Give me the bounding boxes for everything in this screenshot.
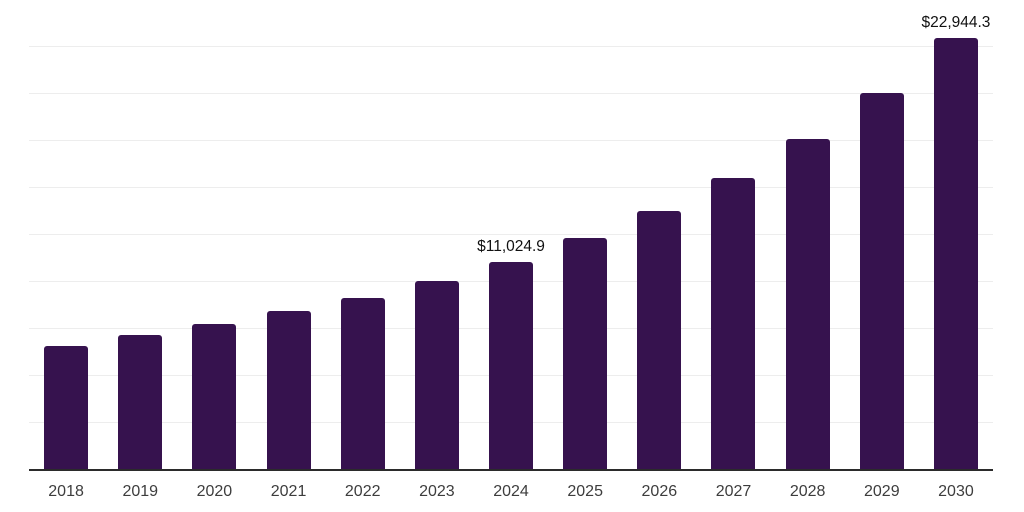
x-tick-2021: 2021 <box>270 483 307 500</box>
data-label-2024: $11,024.9 <box>477 238 545 256</box>
bar-2027 <box>711 177 756 469</box>
bar-2020 <box>192 324 237 469</box>
bar-2029 <box>859 93 904 469</box>
bar-slot-2029 <box>845 1 919 469</box>
bar-slot-2026 <box>622 1 696 469</box>
bar-slot-2018 <box>29 1 103 469</box>
x-tick-2023: 2023 <box>419 483 455 500</box>
x-tick-2025: 2025 <box>567 483 603 500</box>
bar-slot-2019 <box>103 1 177 469</box>
x-tick-2029: 2029 <box>864 483 900 500</box>
bar-slot-2025 <box>548 1 622 469</box>
x-tick-2028: 2028 <box>789 483 826 500</box>
bar-2022 <box>340 297 385 469</box>
plot-area: $11,024.9 $22,944.3 <box>29 1 993 471</box>
bar-slot-2028 <box>771 1 845 469</box>
bar-slot-2027 <box>696 1 770 469</box>
x-tick-2018: 2018 <box>48 483 84 500</box>
bar-2026 <box>637 211 682 469</box>
bar-2025 <box>563 237 608 469</box>
bar-2021 <box>266 311 311 469</box>
bars-layer: $11,024.9 $22,944.3 <box>29 1 993 469</box>
bar-slot-2030: $22,944.3 <box>919 1 993 469</box>
bar-2024 <box>489 261 534 469</box>
bar-2030 <box>933 37 978 469</box>
bar-2028 <box>785 139 830 469</box>
bar-2019 <box>118 335 163 469</box>
x-tick-2026: 2026 <box>641 483 678 500</box>
bar-slot-2021 <box>251 1 325 469</box>
x-tick-2022: 2022 <box>344 483 381 500</box>
x-axis: 2018 2019 2020 2021 2022 2023 2024 2025 2026 2027… <box>29 484 993 500</box>
bar-slot-2022 <box>326 1 400 469</box>
bar-slot-2020 <box>177 1 251 469</box>
bar-slot-2024: $11,024.9 <box>474 1 548 469</box>
bar-2023 <box>414 281 459 469</box>
x-tick-2030: 2030 <box>938 483 974 500</box>
x-tick-2019: 2019 <box>122 483 159 500</box>
data-label-2030: $22,944.3 <box>921 14 991 32</box>
bar-2018 <box>44 346 89 469</box>
bar-slot-2023 <box>400 1 474 469</box>
x-tick-2024: 2024 <box>493 483 529 500</box>
x-tick-2027: 2027 <box>715 483 752 500</box>
x-tick-2020: 2020 <box>196 483 233 500</box>
